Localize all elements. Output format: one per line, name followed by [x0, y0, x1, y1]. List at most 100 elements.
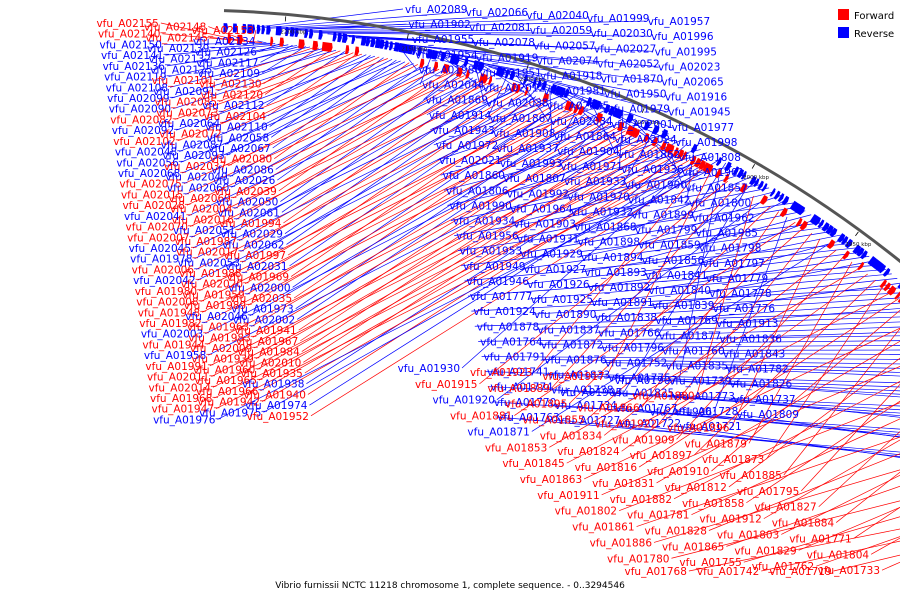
gene-connector-line — [816, 536, 900, 567]
gene-connector-line — [310, 168, 705, 417]
gene-label: vfu_A01894 — [581, 252, 644, 264]
feature-arrow — [308, 29, 314, 39]
gene-label: vfu_A01802 — [555, 506, 617, 518]
gene-connector-line — [423, 60, 468, 100]
gene-connector-line — [566, 292, 892, 464]
gene-label: vfu_A02027 — [594, 43, 656, 55]
gene-label: vfu_A02155 — [96, 18, 158, 30]
gene-connector-line — [163, 42, 271, 45]
feature-arrow — [882, 267, 891, 277]
gene-label: vfu_A02000 — [228, 282, 290, 294]
feature-arrow — [608, 105, 616, 116]
gene-connector-line — [603, 249, 837, 436]
gene-label: vfu_A01996 — [651, 31, 714, 43]
gene-connector-line — [522, 76, 610, 125]
gene-label: vfu_A01896 — [667, 422, 730, 434]
gene-connector-line — [182, 66, 427, 174]
gene-label: vfu_A02136 — [103, 61, 166, 73]
gene-connector-line — [261, 160, 690, 402]
gene-label: vfu_A01976 — [153, 414, 216, 426]
gene-label: vfu_A01997 — [224, 250, 286, 262]
scale-tick — [641, 108, 645, 114]
gene-label: vfu_A01940 — [244, 389, 306, 401]
gene-connector-line — [558, 110, 617, 167]
gene-connector-line — [572, 173, 745, 227]
feature-arrow — [878, 264, 886, 274]
gene-connector-line — [727, 383, 900, 398]
gene-label: vfu_A02139 — [147, 43, 209, 55]
gene-connector-line — [717, 331, 900, 339]
gene-label: vfu_A01980 — [135, 286, 197, 298]
gene-connector-line — [696, 195, 754, 396]
gene-connector-line — [491, 401, 900, 430]
feature-arrow — [488, 75, 493, 85]
gene-label: vfu_A01951 — [479, 67, 541, 79]
gene-connector-line — [215, 164, 697, 410]
gene-label: vfu_A01904 — [557, 146, 620, 158]
gene-label: vfu_A01891 — [591, 297, 653, 309]
gene-label: vfu_A01869 — [426, 95, 488, 107]
gene-connector-line — [165, 43, 284, 56]
gene-label: vfu_A01984 — [237, 347, 300, 359]
gene-label: vfu_A01938 — [242, 379, 304, 391]
gene-label: vfu_A01989 — [184, 300, 246, 312]
gene-connector-line — [693, 180, 758, 233]
gene-label: vfu_A02008 — [136, 297, 198, 309]
gene-label: vfu_A01762 — [752, 561, 814, 573]
gene-label: vfu_A01995 — [655, 46, 717, 58]
gene-connector-line — [688, 528, 900, 572]
feature-arrow — [634, 129, 640, 139]
gene-label: vfu_A02061 — [217, 207, 279, 219]
gene-label: vfu_A01964 — [510, 203, 573, 215]
gene-connector-line — [313, 31, 589, 34]
gene-connector-line — [450, 166, 733, 221]
gene-connector-line — [306, 29, 528, 32]
feature-arrow — [857, 261, 865, 271]
gene-label: vfu_A01780 — [607, 553, 669, 565]
gene-label: vfu_A01927 — [524, 264, 586, 276]
gene-connector-line — [609, 392, 900, 414]
gene-connector-line — [487, 72, 510, 118]
gene-label: vfu_A01998 — [675, 137, 737, 149]
feature-arrow — [860, 250, 868, 260]
feature-arrow — [651, 124, 660, 135]
gene-label: vfu_A01857 — [685, 182, 747, 194]
gene-connector-line — [663, 365, 900, 373]
gene-connector-line — [726, 485, 900, 547]
gene-connector-line — [286, 88, 512, 245]
feature-arrow — [821, 222, 830, 232]
gene-connector-line — [589, 99, 617, 155]
gene-label: vfu_A02104 — [204, 111, 267, 123]
feature-arrow — [289, 27, 295, 37]
gene-label: vfu_A01781 — [627, 510, 689, 522]
gene-label: vfu_A01911 — [537, 490, 599, 502]
gene-label: vfu_A01755 — [679, 557, 741, 569]
feature-arrow — [651, 136, 659, 147]
gene-label: vfu_A01835 — [666, 361, 728, 373]
gene-label: vfu_A02004 — [170, 204, 233, 216]
gene-label: vfu_A01862 — [618, 149, 680, 161]
gene-label: vfu_A02001 — [611, 119, 673, 131]
feature-arrow — [689, 155, 697, 165]
gene-connector-line — [569, 206, 771, 404]
gene-connector-line — [592, 297, 900, 318]
gene-label: vfu_A02010 — [239, 357, 301, 369]
gene-label: vfu_A01809 — [737, 409, 799, 421]
gene-label: vfu_A01990 — [449, 200, 511, 212]
gene-label: vfu_A01963 — [187, 322, 249, 334]
gene-label: vfu_A02072 — [159, 129, 221, 141]
gene-label: vfu_A01974 — [245, 400, 308, 412]
gene-connector-line — [194, 93, 528, 260]
gene-connector-line — [511, 169, 739, 224]
gene-label: vfu_A01935 — [240, 368, 302, 380]
feature-arrow — [384, 40, 389, 50]
gene-connector-line — [355, 37, 653, 52]
gene-label: vfu_A01770 — [494, 397, 556, 409]
gene-connector-line — [309, 162, 693, 406]
gene-connector-line — [283, 80, 486, 224]
gene-label: vfu_A02068 — [118, 168, 180, 180]
gene-label: vfu_A02091 — [153, 86, 215, 98]
gene-label: vfu_A02099 — [107, 93, 169, 105]
gene-label: vfu_A01719 — [769, 566, 831, 578]
gene-connector-line — [186, 75, 465, 206]
